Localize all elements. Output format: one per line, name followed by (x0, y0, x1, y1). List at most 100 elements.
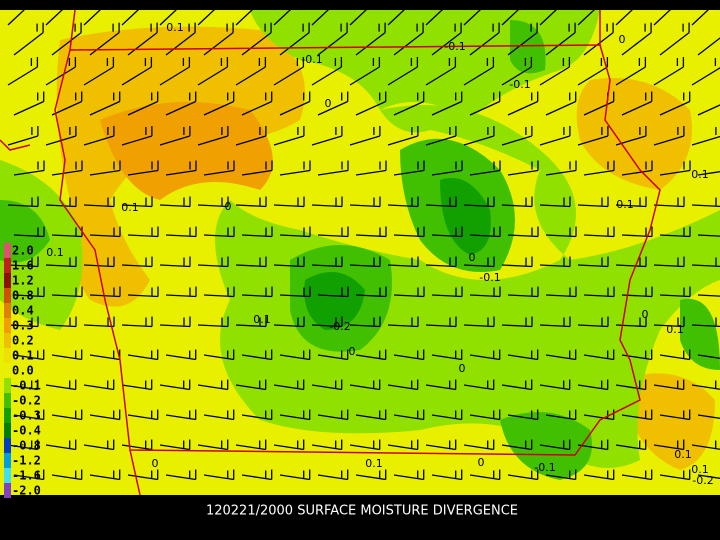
wind-barb (501, 379, 533, 391)
legend-swatch (4, 408, 11, 423)
legend-swatch (4, 318, 11, 333)
wind-barb (697, 234, 720, 237)
wind-barb (349, 439, 381, 451)
wind-barb (425, 256, 457, 268)
wind-barb (653, 256, 685, 268)
wind-barb (235, 316, 267, 328)
legend-swatch (4, 483, 11, 498)
wind-barb (539, 316, 571, 328)
legend-swatch (4, 468, 11, 483)
wind-barb (469, 469, 501, 481)
wind-barb (7, 439, 39, 451)
wind-barb (317, 160, 349, 176)
contour-label: 0 (225, 200, 232, 213)
contour-label: -0.2 (329, 320, 350, 333)
wind-barb (165, 349, 197, 361)
wind-barb (425, 316, 457, 328)
wind-barb (235, 196, 267, 208)
wind-barb (83, 256, 115, 268)
wind-barb (197, 439, 229, 451)
wind-barb (317, 286, 349, 298)
wind-barb (273, 379, 305, 391)
wind-barb (127, 409, 159, 421)
wind-barb (539, 256, 571, 268)
wind-barb (159, 439, 191, 451)
legend-swatch (4, 453, 11, 468)
wind-barb (621, 409, 653, 421)
wind-barb (317, 469, 349, 481)
wind-barb (273, 126, 305, 146)
wind-barb (197, 57, 229, 86)
wind-barb (507, 22, 538, 56)
wind-barb (659, 226, 691, 238)
wind-barb (501, 196, 533, 208)
wind-barb (197, 379, 229, 391)
wind-barb (615, 316, 647, 328)
wind-barb (577, 196, 609, 208)
wind-barb (51, 91, 83, 116)
wind-barb (621, 91, 653, 116)
wind-barb (691, 380, 720, 390)
wind-barb (545, 160, 577, 176)
wind-barb (355, 91, 387, 116)
wind-barb (545, 349, 577, 361)
wind-barb (51, 469, 83, 481)
wind-barb (121, 256, 153, 268)
wind-barb (387, 0, 416, 26)
wind-barb (425, 196, 457, 208)
wind-barb (165, 409, 197, 421)
wind-barb (89, 22, 120, 56)
wind-barb (501, 316, 533, 328)
wind-barb (45, 0, 74, 26)
wind-barb (203, 91, 235, 116)
wind-barb (387, 196, 419, 208)
wind-barb (203, 160, 235, 176)
wind-barb (355, 409, 387, 421)
contour-label: 0 (469, 251, 476, 264)
wind-barb (127, 469, 159, 481)
wind-barb (653, 57, 685, 86)
wind-barb (89, 91, 121, 116)
wind-barb (507, 286, 539, 298)
legend-label: -0.1 (12, 379, 41, 393)
wind-barb (583, 469, 615, 481)
legend-label: 0.4 (12, 304, 34, 318)
legend-label: -1.2 (12, 454, 41, 468)
wind-barb (89, 469, 121, 481)
wind-barb (273, 196, 305, 208)
legend-label: 1.6 (12, 259, 34, 273)
legend-label: -0.2 (12, 394, 41, 408)
wind-barb (127, 226, 159, 238)
wind-barb (355, 226, 387, 238)
wind-barb (545, 91, 577, 116)
wind-barb (241, 286, 273, 298)
wind-barb (13, 160, 45, 176)
wind-barb (653, 126, 685, 146)
contour-label: 0.1 (166, 21, 184, 34)
wind-barb (317, 226, 349, 238)
wind-barb (469, 226, 501, 238)
legend-label: 2.0 (12, 244, 34, 258)
legend-label: -0.4 (12, 424, 41, 438)
wind-barb (7, 126, 39, 146)
wind-barb (469, 22, 500, 56)
wind-barb (393, 349, 425, 361)
wind-barb (507, 349, 539, 361)
contour-label: -0.1 (301, 53, 322, 66)
wind-barb (311, 126, 343, 146)
wind-barb (659, 91, 691, 116)
wind-barb (165, 469, 197, 481)
wind-barbs (7, 0, 720, 481)
wind-barb (545, 469, 577, 481)
wind-barb (13, 469, 45, 481)
wind-barb (279, 409, 311, 421)
wind-barb (165, 160, 197, 176)
legend-swatch (4, 393, 11, 408)
legend-swatch (4, 333, 11, 348)
wind-barb (615, 196, 647, 208)
wind-barb (501, 439, 533, 451)
wind-barb (7, 316, 39, 328)
wind-barb (159, 126, 191, 146)
contour-label: -0.1 (444, 40, 465, 53)
wind-barb (273, 316, 305, 328)
